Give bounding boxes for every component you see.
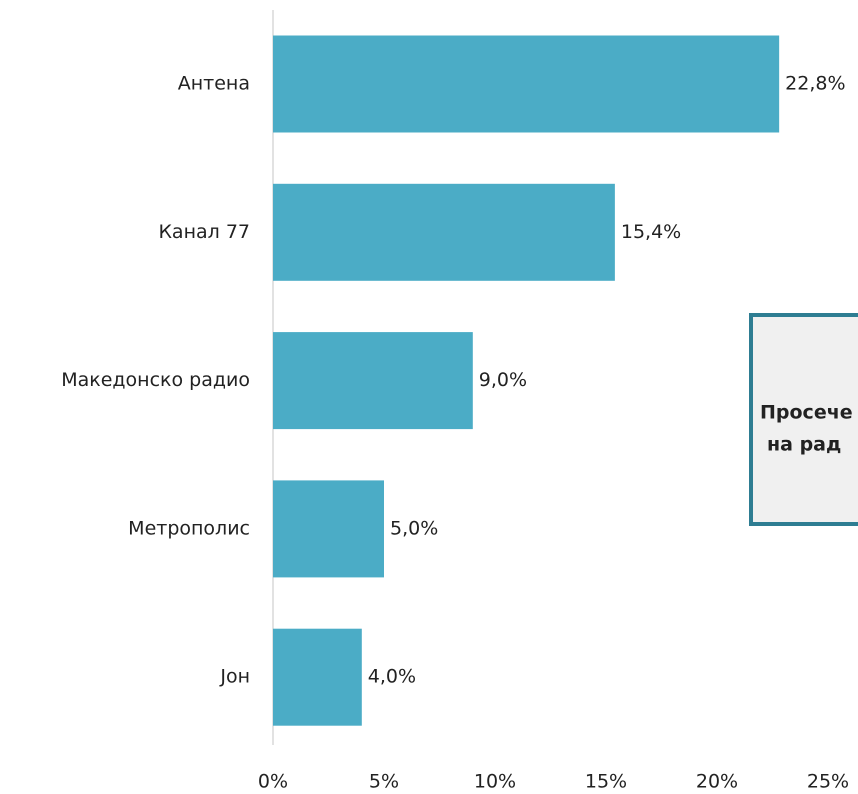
annotation-box <box>749 313 858 526</box>
bar <box>273 628 362 726</box>
value-label: 22,8% <box>785 73 845 95</box>
value-label: 15,4% <box>621 221 681 243</box>
bar <box>273 332 473 430</box>
category-label: Антена <box>178 73 250 95</box>
category-label: Метрополис <box>128 517 250 539</box>
x-tick-label: 15% <box>585 771 627 793</box>
x-tick-label: 25% <box>807 771 849 793</box>
category-label: Македонско радио <box>61 369 250 391</box>
value-label: 4,0% <box>368 666 416 688</box>
value-label: 5,0% <box>390 517 438 539</box>
bar <box>273 35 780 133</box>
annotation-text: Просече <box>760 402 853 424</box>
x-tick-label: 0% <box>258 771 288 793</box>
bar <box>273 183 615 281</box>
annotation-text: на рад <box>767 434 841 456</box>
x-tick-label: 20% <box>696 771 738 793</box>
category-label: Јон <box>219 666 250 688</box>
x-tick-label: 10% <box>474 771 516 793</box>
value-label: 9,0% <box>479 369 527 391</box>
bar <box>273 480 384 578</box>
x-tick-label: 5% <box>369 771 399 793</box>
category-label: Канал 77 <box>158 221 250 243</box>
